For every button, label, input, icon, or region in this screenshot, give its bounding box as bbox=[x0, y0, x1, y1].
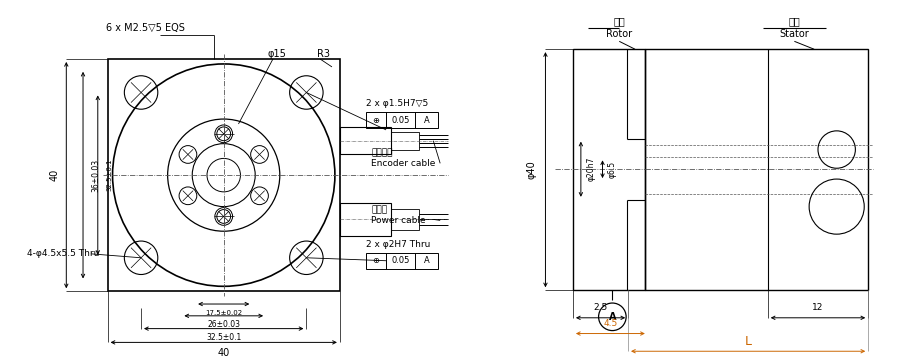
Bar bbox=[107, 59, 340, 291]
Text: 26±0.03: 26±0.03 bbox=[207, 320, 240, 329]
Bar bbox=[340, 127, 391, 154]
Text: 转子: 转子 bbox=[613, 16, 625, 26]
Text: A: A bbox=[424, 256, 429, 265]
Text: 编码器线: 编码器线 bbox=[372, 148, 392, 157]
Text: 32.5±0.1: 32.5±0.1 bbox=[206, 333, 242, 342]
Text: 36±0.03: 36±0.03 bbox=[91, 159, 100, 192]
Bar bbox=[366, 253, 438, 268]
Bar bbox=[391, 132, 419, 150]
Text: R3: R3 bbox=[318, 49, 330, 59]
Text: 2 x φ1.5H7▽5: 2 x φ1.5H7▽5 bbox=[366, 99, 428, 108]
Text: 定子: 定子 bbox=[788, 16, 800, 26]
Bar bbox=[573, 49, 645, 290]
Text: 4-φ4.5x5.5 Thru: 4-φ4.5x5.5 Thru bbox=[27, 249, 99, 258]
Text: φ15: φ15 bbox=[268, 49, 287, 59]
Text: 动力线: 动力线 bbox=[372, 205, 388, 214]
Text: Stator: Stator bbox=[779, 29, 809, 39]
Text: 4.5: 4.5 bbox=[603, 319, 618, 328]
Bar bbox=[391, 209, 419, 230]
Text: 12: 12 bbox=[813, 304, 824, 313]
Text: ⊕: ⊕ bbox=[373, 116, 380, 125]
Text: 40: 40 bbox=[50, 169, 60, 181]
Text: φ20h7: φ20h7 bbox=[586, 157, 595, 182]
Text: φ40: φ40 bbox=[527, 160, 537, 179]
Text: 2 x φ2H7 Thru: 2 x φ2H7 Thru bbox=[366, 240, 431, 248]
Text: 32.5±0.1: 32.5±0.1 bbox=[106, 159, 113, 192]
Bar bbox=[645, 49, 868, 290]
Text: 0.05: 0.05 bbox=[391, 256, 410, 265]
Bar bbox=[366, 112, 438, 128]
Text: ⊕: ⊕ bbox=[373, 256, 380, 265]
Text: 0.05: 0.05 bbox=[391, 116, 410, 125]
Text: 6 x M2.5▽5 EQS: 6 x M2.5▽5 EQS bbox=[106, 23, 185, 33]
Text: Encoder cable: Encoder cable bbox=[372, 159, 436, 168]
Text: 40: 40 bbox=[217, 348, 230, 358]
Bar bbox=[340, 203, 391, 236]
Text: φ6.5: φ6.5 bbox=[608, 161, 617, 178]
Text: A: A bbox=[424, 116, 429, 125]
Text: A: A bbox=[609, 312, 616, 322]
Text: 17.5±0.02: 17.5±0.02 bbox=[205, 310, 243, 316]
Text: Power cable: Power cable bbox=[372, 216, 426, 225]
Text: 2.5: 2.5 bbox=[594, 304, 608, 313]
Text: L: L bbox=[745, 335, 751, 348]
Text: Rotor: Rotor bbox=[606, 29, 632, 39]
